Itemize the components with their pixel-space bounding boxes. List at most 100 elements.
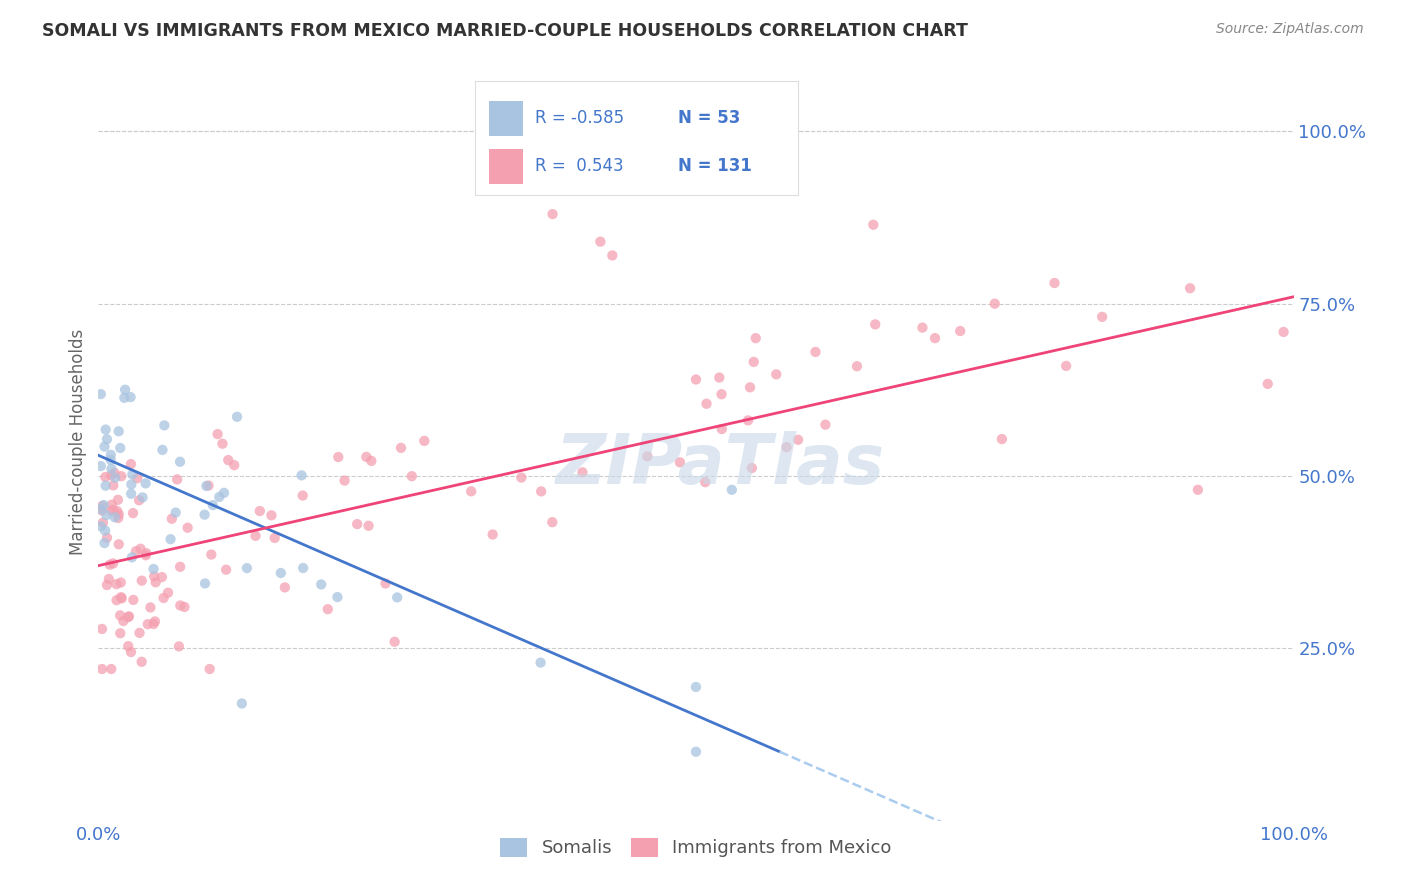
Point [104, 471, 127, 485]
Point [260, 508, 283, 523]
Point [135, 546, 157, 560]
Point [710, 422, 733, 436]
Point [128, 626, 150, 640]
Point [291, 489, 314, 503]
Point [108, 608, 131, 623]
Point [135, 548, 157, 562]
Point [120, 390, 142, 404]
Point [110, 469, 132, 483]
Point [96, 508, 118, 522]
Text: N = 53: N = 53 [678, 109, 741, 127]
Bar [489, 149, 523, 184]
Point [984, 296, 1007, 310]
Point [1257, 376, 1279, 391]
Point [131, 574, 153, 588]
Point [309, 577, 332, 591]
Point [91, 499, 114, 513]
Point [742, 355, 765, 369]
Point [709, 370, 731, 384]
Point [862, 218, 884, 232]
Point [152, 591, 174, 605]
Point [107, 537, 129, 551]
Point [114, 383, 136, 397]
Point [602, 248, 624, 262]
Point [90, 519, 112, 533]
Point [107, 492, 129, 507]
Point [231, 697, 253, 711]
Point [112, 391, 135, 405]
Point [787, 433, 810, 447]
Point [384, 634, 406, 648]
Point [346, 517, 368, 532]
Point [530, 656, 553, 670]
Point [153, 418, 176, 433]
Point [94, 524, 117, 538]
Point [541, 515, 564, 529]
Point [1272, 325, 1295, 339]
Point [695, 475, 717, 490]
Point [93, 536, 115, 550]
Point [97, 572, 120, 586]
Point [142, 617, 165, 632]
Point [169, 599, 191, 613]
Point [139, 600, 162, 615]
Point [924, 331, 946, 345]
Point [695, 397, 717, 411]
Point [110, 626, 132, 640]
Point [100, 504, 122, 518]
Point [589, 235, 612, 249]
Point [117, 610, 139, 624]
Point [103, 466, 125, 480]
Point [413, 434, 436, 448]
Point [360, 454, 382, 468]
Point [104, 510, 127, 524]
Text: SOMALI VS IMMIGRANTS FROM MEXICO MARRIED-COUPLE HOUSEHOLDS CORRELATION CHART: SOMALI VS IMMIGRANTS FROM MEXICO MARRIED… [42, 22, 969, 40]
Point [775, 440, 797, 454]
Point [135, 476, 157, 491]
Point [100, 462, 122, 476]
Point [173, 599, 195, 614]
Point [152, 442, 174, 457]
FancyBboxPatch shape [475, 81, 797, 195]
Point [100, 662, 122, 676]
Point [201, 498, 224, 512]
Point [103, 478, 125, 492]
Point [169, 455, 191, 469]
Point [226, 409, 249, 424]
Point [224, 458, 246, 472]
Y-axis label: Married-couple Households: Married-couple Households [69, 328, 87, 555]
Point [125, 544, 148, 558]
Point [197, 478, 219, 492]
Point [176, 521, 198, 535]
Point [91, 622, 114, 636]
Bar [489, 101, 523, 136]
Point [1187, 483, 1209, 497]
Point [212, 486, 235, 500]
Point [90, 502, 112, 516]
Point [90, 387, 112, 401]
Point [245, 529, 267, 543]
Point [481, 527, 503, 541]
Point [865, 318, 887, 332]
Point [167, 640, 190, 654]
Point [94, 423, 117, 437]
Point [136, 617, 159, 632]
Point [166, 472, 188, 486]
Point [150, 570, 173, 584]
Point [160, 512, 183, 526]
Point [93, 440, 115, 454]
Point [530, 484, 553, 499]
Point [198, 662, 221, 676]
Point [991, 432, 1014, 446]
Point [107, 424, 129, 438]
Point [107, 507, 129, 521]
Point [215, 563, 238, 577]
Point [105, 593, 128, 607]
Point [96, 432, 118, 446]
Point [91, 662, 114, 676]
Point [98, 558, 121, 572]
Point [1178, 281, 1201, 295]
Point [357, 518, 380, 533]
Point [316, 602, 339, 616]
Point [93, 498, 115, 512]
